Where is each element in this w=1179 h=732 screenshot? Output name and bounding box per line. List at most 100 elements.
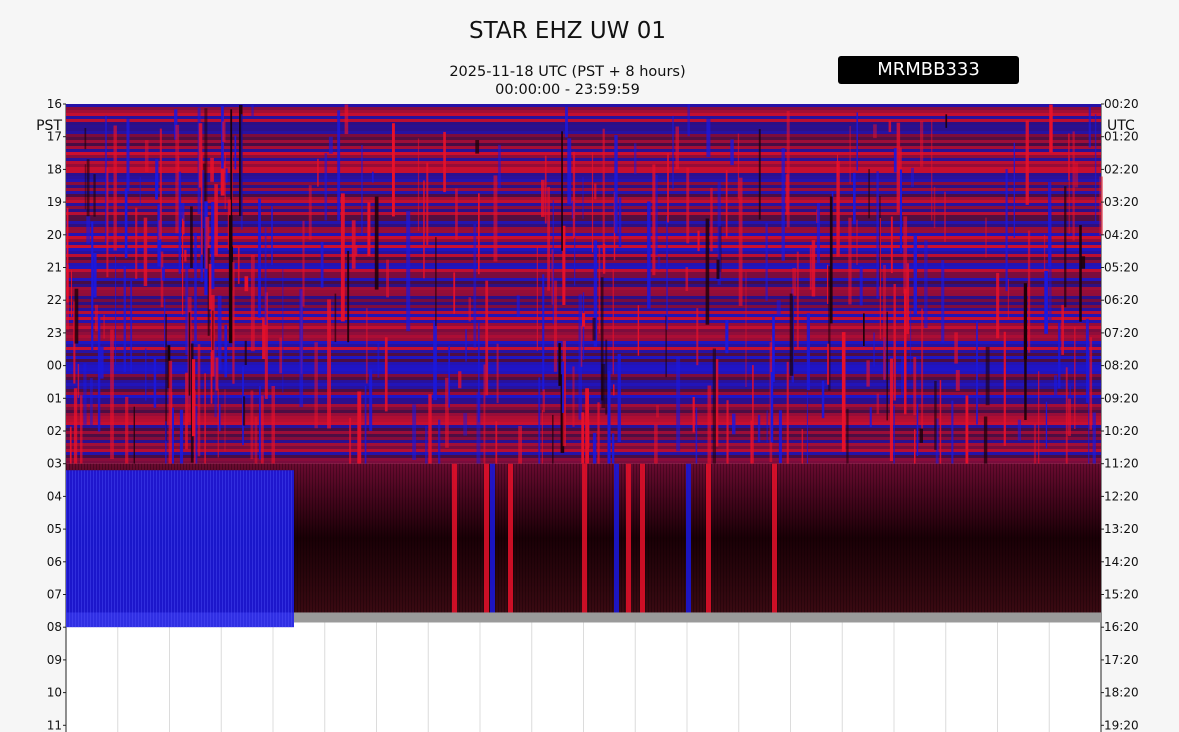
noise-streak [228, 215, 233, 344]
quiet-hatch [567, 463, 568, 613]
event-spike [508, 463, 513, 613]
quiet-hatch [594, 463, 595, 613]
quiet-hatch [693, 463, 694, 613]
noise-streak [890, 216, 893, 274]
noise-stripe [66, 392, 1101, 395]
noise-streak [538, 377, 541, 464]
noise-streak [983, 416, 988, 464]
noise-streak [435, 237, 437, 326]
quiet-hatch [939, 463, 940, 613]
quiet-hatch [573, 463, 574, 613]
noise-stripe [66, 146, 1101, 149]
noise-streak [883, 264, 886, 380]
noise-stripe [66, 275, 1101, 278]
blue-hatch [147, 470, 148, 628]
noise-stripe [66, 398, 1101, 401]
noise-streak [1072, 131, 1075, 241]
quiet-hatch [831, 463, 832, 613]
noise-streak [697, 230, 700, 252]
noise-stripe [66, 230, 1101, 233]
noise-streak [347, 250, 350, 343]
blue-hatch [240, 470, 241, 628]
noise-streak [666, 216, 668, 330]
noise-streak [123, 266, 126, 373]
blue-hatch [66, 470, 67, 628]
noise-streak [428, 394, 432, 464]
noise-streak [483, 364, 486, 464]
right-tick-label: 15:20 [1104, 588, 1139, 602]
quiet-hatch [894, 463, 895, 613]
noise-streak [125, 396, 129, 464]
noise-streak [856, 219, 858, 265]
noise-streak [473, 223, 477, 348]
quiet-hatch [900, 463, 901, 613]
quiet-hatch [429, 463, 430, 613]
noise-streak [914, 429, 916, 464]
quiet-hatch [426, 463, 427, 613]
quiet-hatch [333, 463, 334, 613]
noise-stripe [66, 383, 1101, 386]
noise-streak [237, 247, 240, 284]
noise-streak [866, 360, 870, 387]
quiet-hatch [975, 463, 976, 613]
noise-stripe [66, 254, 1101, 257]
noise-streak [201, 154, 203, 255]
noise-streak [1007, 279, 1009, 319]
noise-streak [717, 182, 721, 285]
blue-hatch [123, 470, 124, 628]
noise-streak [944, 191, 946, 242]
quiet-hatch [612, 463, 613, 613]
noise-streak [210, 351, 213, 404]
quiet-hatch [420, 463, 421, 613]
quiet-hatch [315, 463, 316, 613]
blue-hatch [207, 470, 208, 628]
noise-streak [365, 308, 368, 384]
noise-streak [941, 260, 945, 343]
quiet-hatch [891, 463, 892, 613]
quiet-hatch [450, 463, 451, 613]
noise-streak [230, 109, 233, 216]
noise-streak [934, 380, 937, 450]
noise-streak [856, 112, 858, 171]
noise-stripe [66, 140, 1101, 143]
quiet-hatch [732, 463, 733, 613]
blue-hatch [84, 470, 85, 628]
noise-stripe [66, 380, 1101, 383]
blue-hatch [93, 470, 94, 628]
noise-streak [1045, 401, 1048, 449]
noise-streak [97, 315, 101, 432]
noise-streak [153, 358, 157, 408]
blue-hatch [129, 470, 130, 628]
noise-stripe [66, 119, 1101, 122]
noise-streak [179, 409, 184, 464]
noise-streak [71, 270, 72, 317]
quiet-hatch [1032, 463, 1033, 613]
noise-streak [384, 337, 388, 412]
noise-stripe [66, 371, 1101, 374]
quiet-hatch [327, 463, 328, 613]
quiet-hatch [528, 463, 529, 613]
noise-streak [1058, 322, 1061, 389]
noise-streak [873, 332, 875, 367]
quiet-hatch [846, 463, 847, 613]
quiet-hatch [654, 463, 655, 613]
quiet-hatch [402, 463, 403, 613]
noise-streak [328, 136, 333, 154]
noise-streak [686, 167, 690, 244]
left-tick-label: 08 [47, 620, 62, 634]
right-axis-label: UTC [1107, 118, 1135, 134]
noise-streak [324, 153, 328, 221]
noise-streak [264, 292, 268, 399]
quiet-hatch [1059, 463, 1060, 613]
noise-streak [496, 343, 499, 404]
noise-streak [886, 311, 888, 421]
blue-hatch [288, 470, 289, 628]
noise-streak [254, 416, 258, 464]
noise-streak [1092, 412, 1096, 464]
noise-streak [314, 342, 318, 429]
right-tick-label: 07:20 [1104, 326, 1139, 340]
quiet-hatch [303, 463, 304, 613]
noise-streak [104, 115, 107, 244]
noise-streak [574, 232, 576, 286]
